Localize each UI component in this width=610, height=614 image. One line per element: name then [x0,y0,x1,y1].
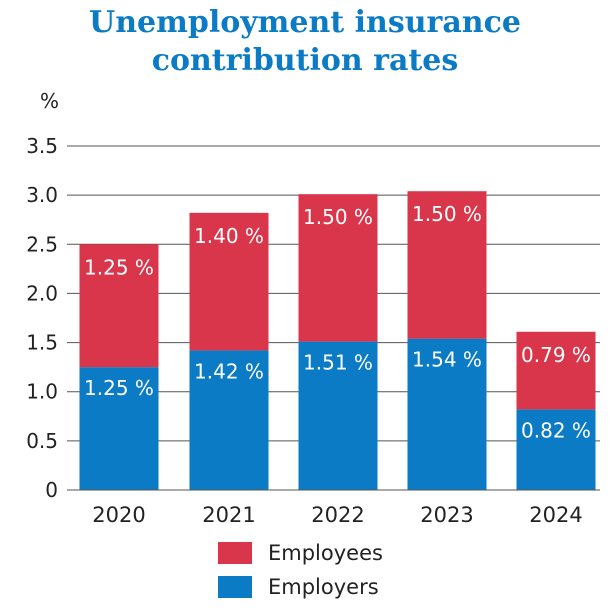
y-tick-label-1.0: 1.0 [26,380,58,404]
legend-swatch-employees [218,542,252,564]
legend: Employees Employers [218,540,383,608]
bar-employers-2021 [189,350,269,490]
legend-item-employers: Employers [218,574,383,600]
chart-title-line-1: Unemployment insurance [89,5,521,40]
bar-employers-2020 [79,367,159,490]
y-tick-label-0: 0 [45,478,58,502]
y-tick-label-3.0: 3.0 [26,183,58,207]
bar-employers-2022 [298,341,378,490]
bar-employees-2022 [298,194,378,342]
data-label-employers-2023: 1.54 % [412,348,482,372]
legend-label-employees: Employees [268,541,383,565]
data-label-employees-2021: 1.40 % [194,224,264,248]
y-tick-label-3.5: 3.5 [26,134,58,158]
data-label-employers-2024: 0.82 % [521,418,591,442]
chart-title: Unemployment insurance contribution rate… [0,4,610,80]
data-label-employers-2020: 1.25 % [84,376,154,400]
x-tick-label-2022: 2022 [311,503,364,527]
legend-item-employees: Employees [218,540,383,566]
data-label-employers-2022: 1.51 % [303,351,373,375]
chart-title-line-2: contribution rates [151,43,459,78]
bar-employers-2024 [516,409,596,490]
y-axis-label: % [40,89,59,113]
y-tick-label-2.5: 2.5 [26,232,58,256]
data-label-employees-2020: 1.25 % [84,255,154,279]
x-tick-label-2020: 2020 [92,503,145,527]
y-tick-label-1.5: 1.5 [26,331,58,355]
data-label-employees-2022: 1.50 % [303,205,373,229]
x-tick-label-2023: 2023 [420,503,473,527]
legend-label-employers: Employers [268,575,379,599]
y-tick-label-2.0: 2.0 [26,281,58,305]
data-label-employees-2023: 1.50 % [412,202,482,226]
bar-employees-2020 [79,244,159,368]
bar-employees-2024 [516,331,596,410]
legend-swatch-employers [218,576,252,598]
bar-employers-2023 [407,338,487,490]
y-tick-label-0.5: 0.5 [26,429,58,453]
bar-employees-2023 [407,191,487,339]
data-label-employers-2021: 1.42 % [194,359,264,383]
bar-employees-2021 [189,212,269,351]
x-tick-label-2021: 2021 [202,503,255,527]
data-label-employees-2024: 0.79 % [521,343,591,367]
x-tick-label-2024: 2024 [529,503,582,527]
